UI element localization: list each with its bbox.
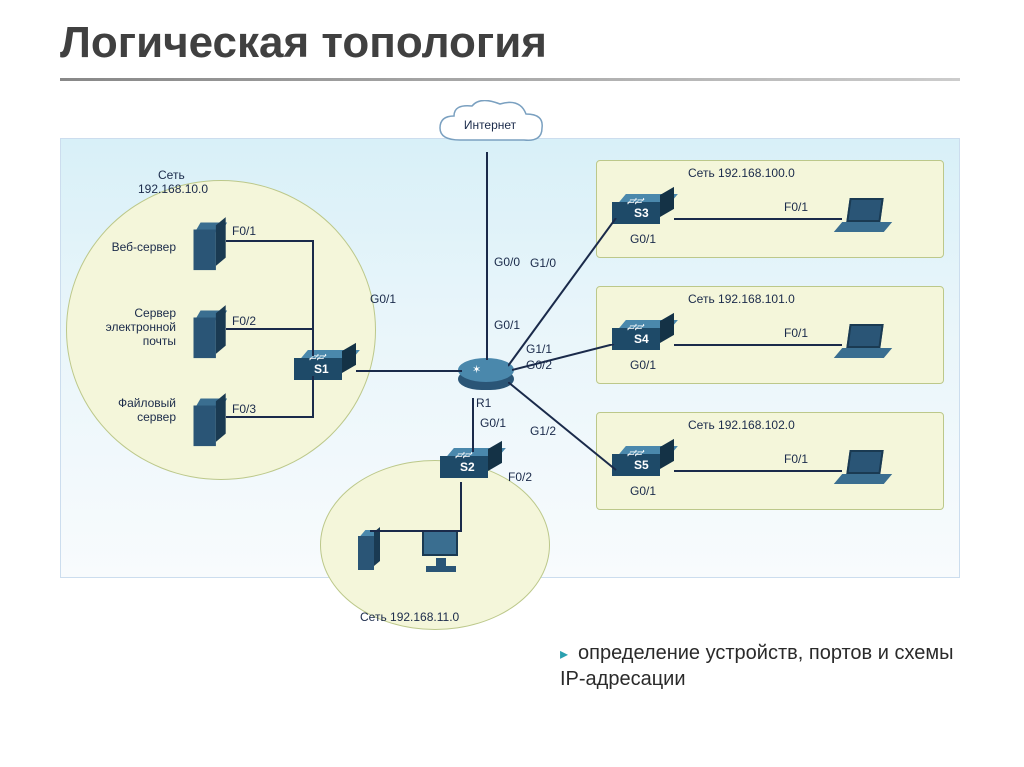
left-net-label-1: Сеть — [158, 168, 185, 182]
right0-net: Сеть 192.168.100.0 — [688, 166, 795, 180]
r1-s4-g02: G0/2 — [526, 358, 552, 372]
server-mail — [194, 311, 229, 360]
s5-label: S5 — [634, 458, 649, 472]
s5-uplink: G0/1 — [630, 484, 656, 498]
server-web — [194, 223, 229, 272]
link-web-s1-v — [312, 240, 314, 356]
link-web-s1 — [226, 240, 314, 242]
laptop-2 — [838, 450, 894, 490]
server-web-label: Веб-сервер — [90, 240, 176, 254]
s4-uplink: G0/1 — [630, 358, 656, 372]
internet-cloud: Интернет — [430, 100, 550, 155]
s1-label: S1 — [314, 362, 329, 376]
server-mail-label-1: Сервер — [80, 306, 176, 320]
server-file — [194, 399, 229, 448]
server-mail-port: F0/2 — [232, 314, 256, 328]
server-file-port: F0/3 — [232, 402, 256, 416]
link-s1-r1 — [356, 370, 462, 372]
server-file-label-1: Файловый — [90, 396, 176, 410]
link-cloud-router — [486, 152, 488, 360]
page-title: Логическая топология — [60, 18, 547, 68]
s3-uplink: G0/1 — [630, 232, 656, 246]
cloud-label: Интернет — [430, 118, 550, 132]
r1-s4-port: G1/1 — [526, 342, 552, 356]
link-file-s1 — [226, 416, 314, 418]
router-label: R1 — [476, 396, 491, 410]
link-s3-laptop — [674, 218, 842, 220]
link-mail-s1 — [226, 328, 314, 330]
bullet-text: определение устройств, портов и схемы IP… — [560, 640, 960, 692]
laptop-0 — [838, 198, 894, 238]
right2-net: Сеть 192.168.102.0 — [688, 418, 795, 432]
s1-router-port: G0/1 — [370, 292, 396, 306]
r1-s5-port: G1/2 — [530, 424, 556, 438]
link-r1-s2 — [472, 398, 474, 452]
s4-laptop-port: F0/1 — [784, 326, 808, 340]
title-underline — [60, 78, 960, 81]
laptop-1 — [838, 324, 894, 364]
link-s5-laptop — [674, 470, 842, 472]
link-r1-s5 — [508, 382, 618, 474]
s4-label: S4 — [634, 332, 649, 346]
link-s2-pc-v — [460, 482, 462, 532]
left-net-label-2: 192.168.10.0 — [138, 182, 208, 196]
link-file-s1-v — [312, 376, 314, 418]
s3-label: S3 — [634, 206, 649, 220]
link-s2-pc-h — [370, 530, 462, 532]
s5-laptop-port: F0/1 — [784, 452, 808, 466]
s3-laptop-port: F0/1 — [784, 200, 808, 214]
server-mail-label-3: почты — [80, 334, 176, 348]
corner-decoration — [0, 677, 130, 767]
r1-s2-port: G0/1 — [480, 416, 506, 430]
server-file-label-2: сервер — [90, 410, 176, 424]
s2-label: S2 — [460, 460, 475, 474]
right1-net: Сеть 192.168.101.0 — [688, 292, 795, 306]
pc-tower — [358, 530, 380, 570]
pc-monitor — [420, 530, 464, 574]
server-web-port: F0/1 — [232, 224, 256, 238]
router-r1: ✶ — [458, 358, 514, 398]
link-s4-laptop — [674, 344, 842, 346]
topology-diagram: Интернет ✶ R1 G0/0 G0/1 Сеть 192.168.10.… — [60, 100, 960, 620]
r1-s3-port: G1/0 — [530, 256, 556, 270]
bottom-net-label: Сеть 192.168.11.0 — [360, 610, 459, 624]
server-mail-label-2: электронной — [80, 320, 176, 334]
